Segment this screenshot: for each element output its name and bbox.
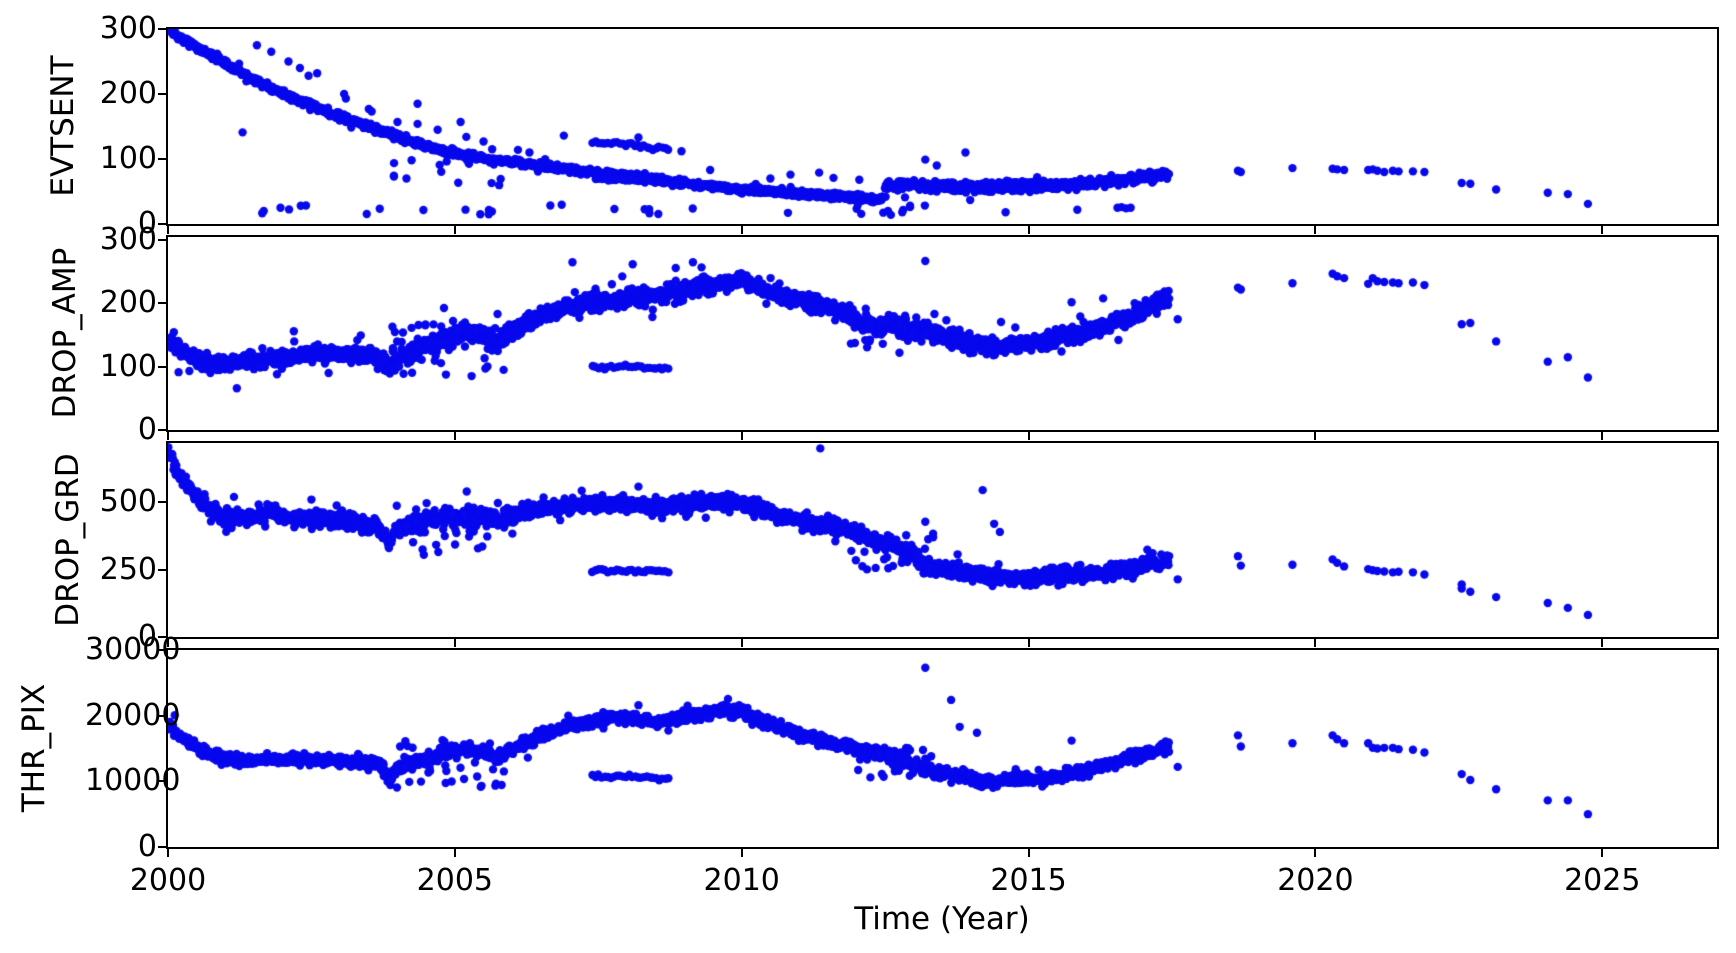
y-tick-label: 100 [99,348,157,384]
x-tick-mark [1601,432,1604,440]
y-tick-label: 0 [137,206,157,241]
y-axis-title-drop-amp: DROP_AMP [47,247,83,419]
y-tick-mark [158,28,166,30]
x-tick-mark [453,639,456,647]
y-axis-title-drop-grd: DROP_GRD [50,453,86,627]
x-tick-mark [1314,639,1317,647]
x-tick-mark [740,849,743,857]
y-tick-mark [158,223,166,225]
y-tick-mark [158,649,166,651]
y-tick-label: 500 [99,484,157,520]
x-tick-mark [740,639,743,647]
y-tick-mark [158,158,166,160]
plot-frame-drop-amp [166,235,1719,432]
y-tick-mark [158,714,166,717]
x-tick-label: 2000 [129,863,207,898]
y-tick-label: 100 [99,141,157,176]
x-tick-mark [1027,639,1030,647]
x-tick-mark [1314,226,1317,234]
x-tick-label: 2015 [990,863,1067,898]
plot-frame-thr-pix [166,648,1719,849]
x-tick-mark [1027,226,1030,234]
x-tick-mark [740,226,743,234]
y-tick-label: 10000 [85,763,181,799]
x-tick-mark [453,226,456,234]
y-tick-label: 0 [137,829,157,864]
y-tick-mark [158,636,166,638]
x-tick-mark [740,432,743,440]
x-tick-mark [167,432,169,440]
y-tick-mark [158,568,166,571]
x-tick-mark [453,432,456,440]
x-tick-label: 2025 [1564,863,1641,898]
y-tick-mark [158,846,166,848]
y-tick-mark [158,365,166,368]
plot-frame-evtsent [166,27,1719,226]
x-tick-label: 2020 [1277,863,1354,898]
y-tick-label: 200 [99,76,157,111]
x-tick-mark [1027,432,1030,440]
x-tick-mark [1601,849,1604,857]
y-tick-label: 0 [137,619,157,654]
x-tick-mark [1314,432,1317,440]
y-tick-label: 300 [99,11,157,46]
y-tick-label: 20000 [85,697,181,733]
x-tick-mark [1601,226,1604,234]
y-tick-label: 0 [137,412,157,447]
y-tick-label: 300 [99,222,157,258]
y-tick-label: 30000 [85,632,181,667]
y-tick-mark [158,780,166,783]
y-axis-title-thr-pix: THR_PIX [16,683,52,813]
y-tick-mark [158,93,166,95]
y-tick-mark [158,239,166,242]
y-tick-mark [158,429,166,431]
x-tick-mark [1027,849,1030,857]
y-tick-label: 250 [99,551,157,587]
y-tick-mark [158,302,166,305]
x-tick-label: 2005 [416,863,494,898]
x-tick-mark [167,226,169,234]
x-tick-mark [1314,849,1317,857]
x-axis-title: Time (Year) [854,901,1030,937]
plot-frame-drop-grd [166,441,1719,639]
x-tick-label: 2010 [703,863,780,898]
y-axis-title-evtsent: EVTSENT [45,55,81,197]
x-tick-mark [167,639,169,647]
x-tick-mark [167,849,169,857]
y-tick-label: 200 [99,285,157,321]
x-tick-mark [453,849,456,857]
x-tick-mark [1601,639,1604,647]
y-tick-mark [158,501,166,504]
